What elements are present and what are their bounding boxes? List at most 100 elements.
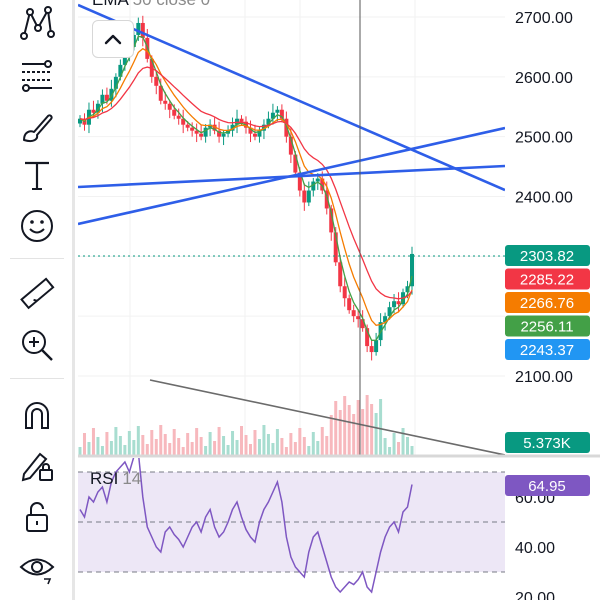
brush-icon xyxy=(23,114,53,143)
volume-bar xyxy=(338,410,342,455)
trend-line[interactable] xyxy=(78,126,505,226)
candle-body xyxy=(302,190,307,203)
magnet-icon xyxy=(25,402,49,429)
volume-bar xyxy=(159,425,163,455)
rsi-value-tag: 64.95 xyxy=(505,475,590,496)
volume-bar xyxy=(208,432,212,455)
toolbar-divider xyxy=(10,378,64,379)
drawing-toolbar xyxy=(0,0,76,600)
rsi-tick-label: 20.00 xyxy=(515,590,555,600)
volume-bar xyxy=(181,447,185,455)
svg-text:64.95: 64.95 xyxy=(528,478,566,495)
candle-body xyxy=(410,253,414,287)
visibility-tool[interactable] xyxy=(14,544,60,590)
candle-body xyxy=(284,118,289,137)
volume-bar xyxy=(311,432,315,455)
candle-body xyxy=(140,22,145,38)
candle-body xyxy=(181,118,186,125)
candle-body xyxy=(163,100,168,104)
volume-value-tag: 5.373K xyxy=(505,432,590,453)
volume-bar xyxy=(240,426,244,455)
ema-legend[interactable]: EMA 50 close 0 xyxy=(92,0,210,10)
svg-text:5.373K: 5.373K xyxy=(523,435,571,452)
candle-body xyxy=(78,118,82,124)
candle-body xyxy=(122,52,127,65)
candle-body xyxy=(248,127,253,134)
candle-body xyxy=(351,310,356,317)
volume-bar xyxy=(334,401,338,455)
price-tick-label: 2600.00 xyxy=(515,70,573,87)
volume-bar xyxy=(392,433,396,455)
candle-body xyxy=(324,190,329,209)
last-value-tag: 2266.76 xyxy=(505,292,590,313)
brush-tool[interactable] xyxy=(14,104,60,150)
volume-bar xyxy=(190,442,194,455)
ema-line xyxy=(79,47,413,327)
volume-bar xyxy=(87,442,91,455)
volume-bar xyxy=(329,415,333,455)
fib-lines-icon xyxy=(22,60,52,92)
pattern-tool[interactable] xyxy=(14,0,60,46)
volume-bar xyxy=(410,446,414,455)
rsi-legend[interactable]: RSI 14 xyxy=(90,469,141,489)
magnet-tool[interactable] xyxy=(14,392,60,438)
volume-bar xyxy=(289,433,293,455)
eye-icon xyxy=(19,558,55,585)
candle-body xyxy=(257,130,262,137)
candle-body xyxy=(158,85,163,101)
draw-lock-tool[interactable] xyxy=(14,442,60,488)
volume-bar xyxy=(388,447,392,455)
volume-bar xyxy=(168,443,172,455)
candle-body xyxy=(333,232,338,263)
candles xyxy=(78,15,414,361)
volume-bar xyxy=(406,437,410,455)
trend-lines[interactable] xyxy=(78,3,505,455)
ruler-tool[interactable] xyxy=(14,270,60,316)
candle-body xyxy=(297,172,302,191)
volume-bar xyxy=(320,427,324,455)
grid xyxy=(78,0,505,455)
candle-body xyxy=(194,130,199,134)
volume-bar xyxy=(316,441,320,455)
candle-body xyxy=(396,301,401,305)
last-value-tag: 2256.11 xyxy=(505,315,590,337)
text-icon xyxy=(25,161,49,190)
fib-tool[interactable] xyxy=(14,52,60,98)
zoom-tool[interactable] xyxy=(14,322,60,368)
emoji-icon xyxy=(21,210,53,242)
volume-bar xyxy=(127,431,131,455)
volume-bar xyxy=(177,438,181,455)
candle-body xyxy=(167,103,172,110)
volume-bar xyxy=(118,436,122,455)
svg-text:2256.11: 2256.11 xyxy=(520,319,573,336)
volume-bar xyxy=(374,413,378,455)
volume-bar xyxy=(352,414,356,455)
text-tool[interactable] xyxy=(14,152,60,198)
svg-text:2303.82: 2303.82 xyxy=(520,248,574,265)
candle-body xyxy=(266,118,271,125)
volume-bar xyxy=(343,396,347,455)
unlock-tool[interactable] xyxy=(14,494,60,540)
trend-line[interactable] xyxy=(78,3,505,192)
candle-body xyxy=(154,76,159,86)
ema-line xyxy=(79,35,413,341)
trend-line[interactable] xyxy=(149,379,505,455)
svg-text:2243.37: 2243.37 xyxy=(520,342,574,359)
volume-bar xyxy=(154,439,158,455)
price-tick-label: 2700.00 xyxy=(515,10,573,27)
candle-body xyxy=(315,178,320,182)
volume-bars xyxy=(78,395,414,455)
volume-bar xyxy=(257,439,261,455)
volume-bar xyxy=(266,434,270,455)
volume-bar xyxy=(275,429,279,455)
collapse-legend-button[interactable] xyxy=(92,20,134,58)
emoji-tool[interactable] xyxy=(14,203,60,249)
rsi-line xyxy=(79,458,413,594)
candle-body xyxy=(113,76,118,89)
volume-bar xyxy=(163,434,167,455)
volume-bar xyxy=(186,433,190,455)
candle-body xyxy=(275,109,280,113)
price-axis[interactable]: 2700.002600.002500.002400.002100.0060.00… xyxy=(515,10,573,600)
candle-body xyxy=(212,124,217,131)
